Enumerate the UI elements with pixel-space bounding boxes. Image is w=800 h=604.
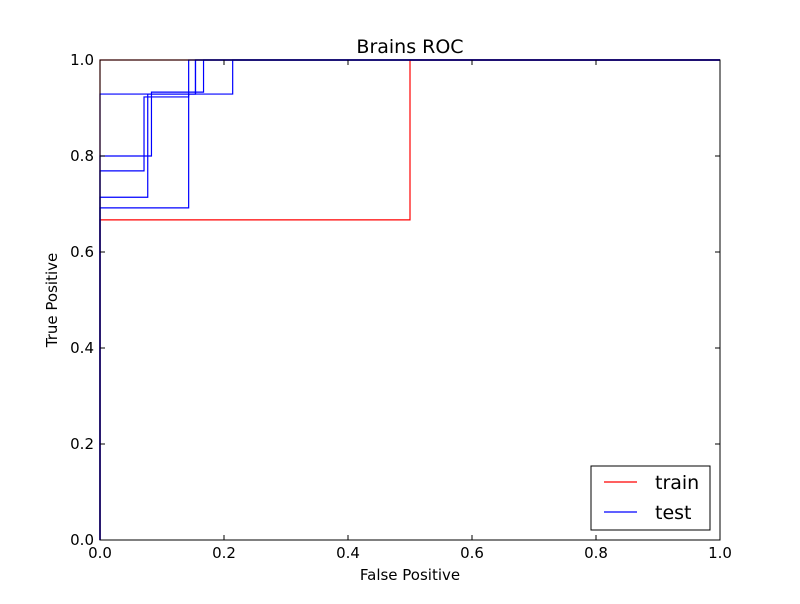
x-tick-label: 0.8	[584, 544, 608, 562]
x-tick-label: 0.4	[336, 544, 360, 562]
y-axis-label: True Positive	[43, 253, 61, 348]
y-tick-label: 0.6	[70, 243, 94, 261]
y-tick-label: 0.2	[70, 435, 94, 453]
x-tick-label: 0.2	[212, 544, 236, 562]
series-test-curve-2	[99, 59, 720, 540]
legend-box	[590, 465, 711, 531]
legend: train test	[590, 465, 711, 531]
x-tick-label: 1.0	[708, 544, 732, 562]
x-tick-label: 0.6	[460, 544, 484, 562]
legend-label-train: train	[655, 472, 699, 494]
axis-ticks: 0.0 0.2 0.4 0.6 0.8 1.0 0.0 0.2 0.4 0.6 0.8 1.0	[70, 51, 732, 562]
y-tick-label: 0.8	[70, 147, 94, 165]
y-tick-label: 0.0	[70, 531, 94, 549]
chart-title: Brains ROC	[356, 36, 463, 58]
series-test-curve-3	[99, 59, 720, 540]
x-tick-label: 0.0	[88, 544, 112, 562]
legend-label-test: test	[655, 502, 692, 524]
y-tick-label: 1.0	[70, 51, 94, 69]
plot-frame	[99, 59, 721, 541]
x-axis-label: False Positive	[360, 566, 460, 584]
y-tick-label: 0.4	[70, 339, 94, 357]
